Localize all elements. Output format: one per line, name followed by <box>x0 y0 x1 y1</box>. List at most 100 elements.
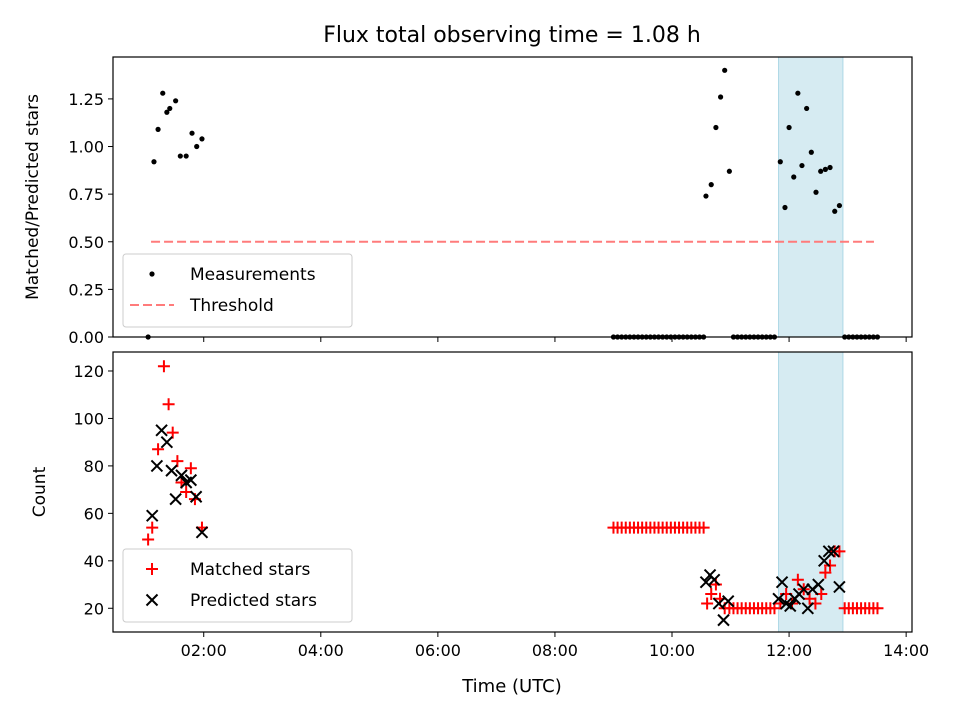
axes-frame <box>112 56 913 338</box>
y-tick-label: 40 <box>84 552 104 571</box>
data-point-measurements <box>722 67 728 73</box>
data-point-measurements <box>822 166 828 172</box>
data-point-predicted-stars <box>772 592 785 605</box>
data-point-matched-stars <box>171 455 184 468</box>
data-point-matched-stars <box>819 566 832 579</box>
data-point-matched-stars <box>152 443 165 456</box>
y-tick-label: 100 <box>73 409 104 428</box>
y-tick-label: 60 <box>84 504 104 523</box>
data-point-measurements <box>818 168 824 174</box>
x-tick-label: 12:00 <box>766 641 812 660</box>
data-point-measurements <box>155 126 161 132</box>
data-point-matched-stars <box>184 462 197 475</box>
data-point-measurements <box>795 90 801 96</box>
panel-ratio: 0.00 0.25 0.50 0.75 1.00 1.25 Matched/Predicte… <box>23 56 913 347</box>
legend-label: Predicted stars <box>190 591 317 611</box>
data-point-matched-stars <box>146 521 159 534</box>
data-point-measurements <box>199 136 205 142</box>
y-tick-label: 20 <box>84 599 104 618</box>
y-tick-label: 80 <box>84 457 104 476</box>
data-point-predicted-stars <box>150 459 164 473</box>
data-point-predicted-stars <box>717 613 730 627</box>
data-point-predicted-stars <box>146 509 159 522</box>
data-point-predicted-stars <box>801 602 815 615</box>
data-point-predicted-stars <box>827 545 840 558</box>
data-point-measurements <box>703 193 709 199</box>
data-point-predicted-stars <box>195 526 209 539</box>
data-point-predicted-stars <box>169 492 182 506</box>
data-point-predicted-stars <box>160 435 174 449</box>
y-tick-label: 0.75 <box>68 185 104 204</box>
chart-title: Flux total observing time = 1.08 h <box>323 23 701 48</box>
y-axis-label: Count <box>30 466 50 517</box>
data-point-predicted-stars <box>189 490 203 503</box>
x-tick-label: 08:00 <box>532 641 578 660</box>
data-point-predicted-stars <box>784 599 797 613</box>
data-point-matched-stars <box>166 426 179 439</box>
plot-area <box>142 360 884 627</box>
panel-count: 20 40 60 80 100 120 02:00 04:00 06:00 08:00 10:00 1… <box>30 351 929 660</box>
data-point-measurements <box>836 202 843 209</box>
data-point-measurements <box>183 153 189 159</box>
data-point-measurements <box>782 204 788 211</box>
data-point-measurements <box>832 208 838 214</box>
data-point-measurements <box>808 149 814 155</box>
data-point-predicted-stars <box>165 464 178 477</box>
data-point-predicted-stars <box>822 545 836 558</box>
legend-swatch-predicted <box>145 593 159 607</box>
data-point-measurements <box>786 124 792 131</box>
plot-area <box>145 67 881 340</box>
y-tick-label: 1.00 <box>68 138 104 157</box>
data-point-measurements <box>799 162 805 169</box>
legend-label: Threshold <box>189 296 274 316</box>
legend-label: Measurements <box>190 265 316 285</box>
y-tick-label: 120 <box>73 362 104 381</box>
data-point-measurements <box>194 143 200 150</box>
legend-label: Matched stars <box>190 560 310 580</box>
data-point-measurements <box>726 168 732 174</box>
x-tick-label: 02:00 <box>181 641 227 660</box>
data-point-matched-stars <box>871 602 884 615</box>
data-point-measurements <box>160 90 166 96</box>
data-point-predicted-stars <box>699 575 713 589</box>
data-point-measurements <box>177 153 183 159</box>
data-point-matched-stars <box>157 360 170 373</box>
legend-swatch-measurements <box>149 271 155 277</box>
data-point-predicted-stars <box>817 554 831 568</box>
data-point-predicted-stars <box>155 424 168 437</box>
highlight-band <box>778 56 844 338</box>
axes-frame <box>112 351 913 633</box>
x-tick-label: 10:00 <box>649 641 695 660</box>
data-point-predicted-stars <box>833 580 846 594</box>
data-point-predicted-stars <box>812 578 825 591</box>
legend-box <box>122 548 353 623</box>
data-point-predicted-stars <box>797 583 810 596</box>
data-point-predicted-stars <box>712 597 726 610</box>
data-point-matched-stars <box>697 521 710 534</box>
data-point-measurements <box>777 159 783 165</box>
data-point-predicted-stars <box>775 575 789 589</box>
data-point-measurements <box>189 130 195 136</box>
data-point-matched-stars <box>162 398 175 411</box>
x-tick-label: 06:00 <box>415 641 461 660</box>
legend-swatch-matched <box>146 563 158 575</box>
x-axis-label: Time (UTC) <box>461 676 562 697</box>
y-tick-label: 1.25 <box>68 90 104 109</box>
data-point-matched-stars <box>705 588 718 601</box>
data-point-measurements <box>164 109 170 115</box>
x-tick-label: 14:00 <box>883 641 929 660</box>
data-point-measurements <box>173 98 179 104</box>
data-point-measurements <box>791 174 797 180</box>
data-point-measurements <box>708 182 714 188</box>
data-point-measurements <box>813 189 819 195</box>
data-point-measurements <box>151 159 157 165</box>
data-point-measurements <box>713 124 719 131</box>
y-tick-label: 0.50 <box>68 233 104 252</box>
data-point-predicted-stars <box>721 594 735 608</box>
data-point-measurements <box>804 105 810 112</box>
legend-box <box>122 253 353 328</box>
data-point-matched-stars <box>142 533 155 546</box>
data-point-predicted-stars <box>707 573 721 587</box>
data-point-matched-stars <box>701 597 714 610</box>
